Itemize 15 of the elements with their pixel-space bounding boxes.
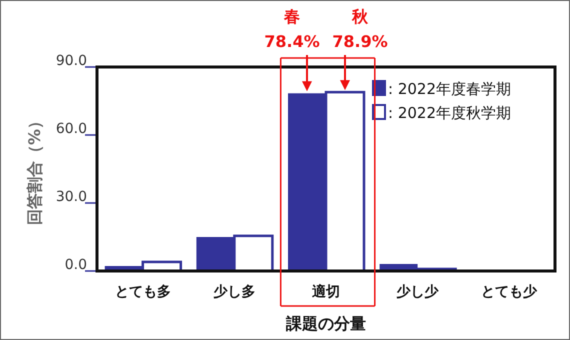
annotation: 春 78.4%	[264, 7, 320, 51]
x-tick-label: 適切	[311, 283, 340, 300]
y-axis-title: 回答割合（%）	[25, 112, 44, 226]
legend-label: : 2022年度秋学期	[388, 104, 511, 122]
y-tick-label: 60.0	[56, 121, 87, 137]
y-tick-label: 0.0	[64, 257, 87, 273]
x-tick-label: 少し少	[396, 284, 440, 300]
annotation: 秋 78.9%	[332, 7, 388, 51]
x-tick-label: とても少	[481, 284, 538, 300]
y-tick-label: 30.0	[56, 189, 87, 205]
x-tick-label: とても多	[114, 284, 171, 300]
x-tick-label: 少し多	[213, 284, 256, 300]
x-axis-title: 課題の分量	[285, 314, 366, 333]
legend-label: : 2022年度春学期	[388, 80, 511, 98]
y-tick-label: 90.0	[56, 53, 87, 69]
